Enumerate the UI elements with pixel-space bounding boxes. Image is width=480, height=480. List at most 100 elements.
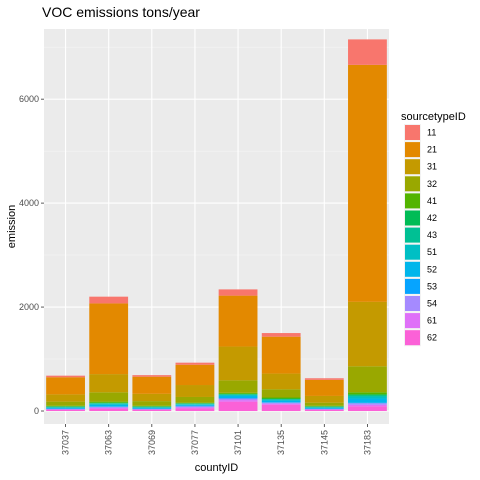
x-tick-label: 37063 <box>104 430 114 455</box>
bar-segment <box>261 399 301 400</box>
bar-segment <box>348 406 387 412</box>
x-axis: 37037 37063 37069 37077 37101 37135 37145 37183 <box>61 424 372 455</box>
legend-title: sourcetypeID <box>401 111 466 123</box>
bar-segment <box>89 406 129 408</box>
bar-segment <box>261 397 301 399</box>
bar-segment <box>304 409 344 412</box>
bar-segment <box>132 405 172 407</box>
bar-segment <box>89 402 129 404</box>
bar-segment <box>89 406 129 407</box>
x-tick-label: 37183 <box>362 430 372 455</box>
bar-segment <box>132 407 172 409</box>
bar-segment <box>348 64 387 302</box>
bar-segment <box>46 408 85 409</box>
x-tick-label: 37135 <box>276 430 286 455</box>
y-tick-label: 6000 <box>19 94 39 104</box>
legend-label: 32 <box>427 179 437 189</box>
bar-segment <box>46 407 85 409</box>
bar-segment <box>304 379 344 396</box>
bar-segment <box>348 39 387 65</box>
bar-segment <box>46 377 85 395</box>
bar-segment <box>175 385 215 397</box>
bar-segment <box>175 402 215 404</box>
bar-segment <box>89 374 129 393</box>
bar-segment <box>89 392 129 402</box>
bar-segment <box>46 401 85 406</box>
bar-segment <box>175 396 215 403</box>
bar-segment <box>348 396 387 399</box>
legend-key <box>405 330 420 346</box>
bar-segment <box>348 392 387 395</box>
bar-segment <box>261 373 301 390</box>
chart-title: VOC emissions tons/year <box>42 4 200 20</box>
legend-label: 42 <box>427 213 437 223</box>
y-tick-label: 0 <box>34 406 39 416</box>
bar-segment <box>261 333 301 337</box>
x-tick-label: 37037 <box>61 430 71 455</box>
bar-segment <box>261 389 301 398</box>
legend-key <box>405 210 420 226</box>
legend-label: 61 <box>427 316 437 326</box>
bar-segment <box>46 408 85 410</box>
bar-segment <box>304 408 344 410</box>
bar-segment <box>132 408 172 410</box>
bar-segment <box>218 380 258 393</box>
bar-segment <box>304 406 344 407</box>
legend-label: 11 <box>427 128 436 138</box>
bar-segment <box>218 394 258 396</box>
bar-segment <box>218 289 258 296</box>
bar-segment <box>348 398 387 403</box>
legend-key <box>405 125 420 140</box>
bar-segment <box>218 392 258 394</box>
legend-key <box>405 244 420 260</box>
legend-label: 52 <box>427 264 437 274</box>
x-axis-title: countyID <box>195 462 238 474</box>
legend-label: 62 <box>427 333 437 343</box>
legend-key <box>405 313 420 329</box>
legend-label: 51 <box>427 247 437 257</box>
legend-label: 41 <box>427 196 437 206</box>
bar-segment <box>348 403 387 405</box>
bars <box>46 39 387 412</box>
bar-segment <box>348 395 387 397</box>
bar-segment <box>348 394 387 396</box>
bar-segment <box>261 398 301 400</box>
bar-segment <box>348 404 387 407</box>
bar-segment <box>132 401 172 406</box>
y-tick-label: 2000 <box>19 302 39 312</box>
legend-key <box>405 176 420 192</box>
legend-key <box>405 296 420 311</box>
bar-segment <box>218 393 258 395</box>
bar-segment <box>218 400 258 402</box>
bar-segment <box>46 406 85 408</box>
bar-segment <box>132 409 172 410</box>
bar-segment <box>46 394 85 402</box>
x-tick-label: 37145 <box>319 430 329 455</box>
bar-segment <box>132 406 172 408</box>
bar-segment <box>175 404 215 406</box>
bar-segment <box>132 376 172 394</box>
bar-segment <box>261 404 301 412</box>
bar-segment <box>175 406 215 408</box>
bar-segment <box>304 378 344 380</box>
bar-segment <box>304 408 344 409</box>
bar-segment <box>348 301 387 367</box>
bar-segment <box>261 402 301 404</box>
bar-segment <box>175 408 215 412</box>
x-tick-label: 37077 <box>190 430 200 455</box>
legend-label: 43 <box>427 230 437 240</box>
bar-segment <box>175 407 215 409</box>
bar-segment <box>46 409 85 410</box>
bar-segment <box>46 407 85 408</box>
legend-label: 53 <box>427 281 437 291</box>
bar-segment <box>304 405 344 407</box>
bar-segment <box>218 295 258 347</box>
bar-segment <box>132 406 172 407</box>
bar-segment <box>218 398 258 401</box>
bar-segment <box>132 409 172 412</box>
bar-segment <box>304 407 344 409</box>
legend-label: 21 <box>427 145 437 155</box>
legend-label: 31 <box>427 162 437 172</box>
bar-segment <box>175 405 215 407</box>
